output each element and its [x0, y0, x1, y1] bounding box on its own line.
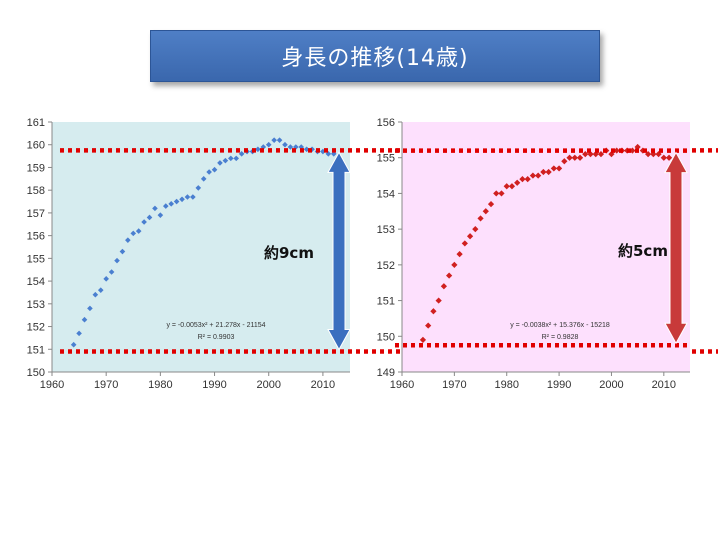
data-point: [466, 233, 474, 240]
data-point: [233, 155, 240, 162]
y-tick-label: 161: [27, 117, 45, 129]
data-point: [320, 148, 326, 155]
data-point: [303, 146, 310, 153]
x-tick-label: 1970: [442, 379, 466, 391]
y-tick-label: 153: [377, 224, 395, 236]
trend-equation: y = -0.0053x² + 21.278x - 21154: [166, 322, 265, 329]
data-point: [430, 308, 437, 315]
data-point: [173, 198, 180, 205]
y-tick-label: 156: [377, 117, 395, 129]
data-point: [141, 219, 147, 225]
data-point: [228, 155, 234, 162]
chart-right: 149 150 151 152 153 154 155 156 1960 1970 1980 1990…: [377, 117, 690, 391]
data-point: [135, 228, 142, 234]
y-tick-label: 152: [377, 260, 395, 272]
difference-arrow: [664, 151, 688, 345]
trend-equation: y = -0.0038x² + 15.376x - 15218: [510, 322, 610, 329]
data-point: [222, 157, 229, 164]
data-point: [146, 214, 153, 221]
plot-area: [402, 122, 690, 372]
data-point: [440, 283, 448, 290]
y-tick-label: 159: [27, 162, 45, 174]
x-tick-label: 1970: [94, 379, 118, 391]
data-point: [125, 237, 131, 243]
data-point: [168, 201, 174, 207]
y-tick-label: 151: [27, 344, 45, 356]
data-point: [179, 196, 185, 203]
y-tick-label: 157: [27, 208, 45, 220]
data-point: [503, 183, 510, 190]
y-tick-label: 154: [27, 276, 45, 288]
y-tick-label: 156: [27, 231, 45, 243]
r-squared: R² = 0.9903: [198, 334, 235, 341]
r-squared: R² = 0.9828: [542, 334, 579, 341]
difference-arrow: [327, 151, 351, 351]
data-point: [282, 141, 288, 148]
data-point: [87, 305, 93, 312]
data-point: [157, 212, 164, 218]
data-point: [482, 208, 489, 215]
data-point: [271, 137, 277, 143]
data-point: [255, 146, 261, 153]
data-point: [70, 341, 77, 348]
data-point: [287, 144, 294, 150]
data-point: [108, 269, 115, 275]
data-point: [195, 185, 202, 191]
y-tick-label: 155: [377, 153, 395, 165]
x-tick-label: 2000: [256, 379, 280, 391]
difference-label: 約9cm: [264, 244, 314, 262]
data-point: [419, 336, 427, 343]
difference-label: 約5cm: [618, 242, 668, 260]
data-point: [130, 230, 137, 237]
x-tick-label: 1960: [390, 379, 414, 391]
x-tick-label: 2000: [599, 379, 623, 391]
y-tick-label: 152: [27, 322, 45, 334]
data-point: [451, 261, 458, 268]
x-tick-label: 1980: [148, 379, 172, 391]
data-point: [446, 272, 453, 279]
y-tick-label: 158: [27, 185, 45, 197]
data-point: [309, 146, 315, 153]
x-tick-label: 1980: [494, 379, 518, 391]
data-point: [162, 203, 169, 209]
data-point: [276, 137, 283, 143]
data-point: [190, 194, 196, 200]
data-point: [81, 316, 88, 323]
data-point: [265, 141, 272, 148]
data-point: [200, 176, 207, 182]
data-point: [152, 205, 158, 212]
data-point: [425, 322, 432, 329]
y-tick-label: 153: [27, 299, 45, 311]
plot-area: [52, 122, 350, 372]
y-tick-label: 149: [377, 367, 395, 379]
data-point: [114, 257, 120, 264]
y-tick-label: 150: [27, 367, 45, 379]
data-point: [217, 160, 223, 166]
x-tick-label: 2010: [652, 379, 676, 391]
data-point: [435, 297, 442, 304]
data-point: [119, 248, 126, 255]
data-point: [206, 169, 212, 175]
data-point: [238, 151, 245, 157]
y-tick-label: 155: [27, 253, 45, 265]
slide-title: 身長の推移(14歳): [150, 30, 600, 82]
data-point: [184, 194, 191, 200]
x-tick-label: 1990: [547, 379, 571, 391]
data-point: [298, 144, 305, 150]
data-point: [103, 276, 109, 282]
data-point: [508, 183, 516, 190]
data-point: [92, 291, 99, 298]
x-tick-label: 1960: [40, 379, 64, 391]
data-point: [76, 330, 82, 337]
y-tick-label: 154: [377, 188, 395, 200]
x-tick-label: 2010: [311, 379, 335, 391]
y-tick-label: 160: [27, 140, 45, 152]
chart-left: 150 151 152 153 154 155 156 157 158 159 160 161 1960…: [27, 117, 718, 391]
data-point: [211, 166, 218, 173]
y-tick-label: 151: [377, 296, 395, 308]
y-tick-label: 150: [377, 331, 395, 343]
data-point: [97, 287, 104, 293]
x-tick-label: 1990: [202, 379, 226, 391]
